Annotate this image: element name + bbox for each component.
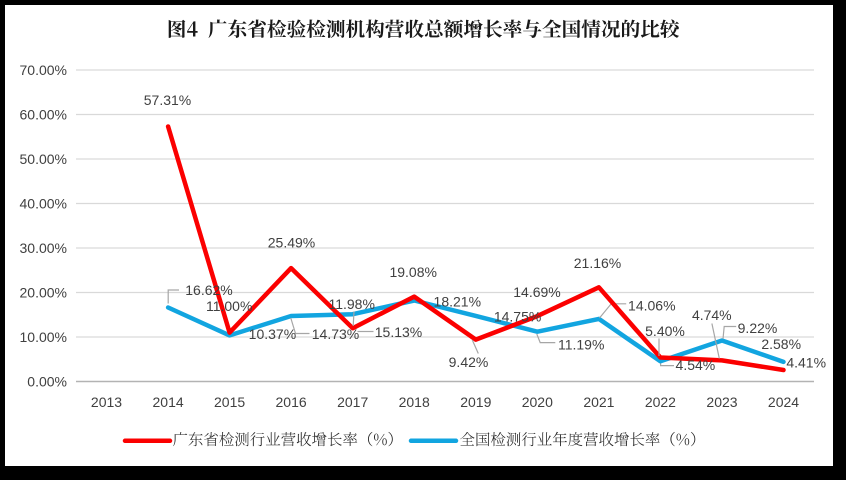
svg-text:18.21%: 18.21% — [434, 294, 481, 310]
svg-text:14.75%: 14.75% — [494, 309, 541, 325]
svg-text:11.98%: 11.98% — [328, 296, 374, 312]
svg-text:5.40%: 5.40% — [645, 323, 685, 339]
svg-text:4.41%: 4.41% — [786, 354, 826, 370]
svg-text:57.31%: 57.31% — [144, 92, 191, 108]
svg-text:2.58%: 2.58% — [761, 336, 801, 352]
svg-text:11.00%: 11.00% — [206, 298, 252, 314]
svg-text:2017: 2017 — [337, 394, 368, 410]
svg-text:60.00%: 60.00% — [20, 107, 67, 123]
svg-text:2024: 2024 — [768, 394, 799, 410]
svg-text:21.16%: 21.16% — [574, 255, 621, 271]
svg-text:2019: 2019 — [460, 394, 491, 410]
svg-text:2018: 2018 — [399, 394, 430, 410]
svg-text:20.00%: 20.00% — [20, 285, 67, 301]
svg-text:70.00%: 70.00% — [20, 62, 67, 78]
svg-text:14.06%: 14.06% — [628, 298, 675, 314]
svg-text:15.13%: 15.13% — [375, 324, 422, 340]
svg-text:11.19%: 11.19% — [558, 336, 604, 352]
svg-text:10.00%: 10.00% — [20, 329, 67, 345]
svg-text:2016: 2016 — [276, 394, 307, 410]
svg-text:2021: 2021 — [583, 394, 614, 410]
svg-text:2020: 2020 — [522, 394, 553, 410]
svg-text:2022: 2022 — [645, 394, 676, 410]
svg-text:14.73%: 14.73% — [312, 326, 359, 342]
svg-text:9.42%: 9.42% — [449, 354, 489, 370]
svg-text:50.00%: 50.00% — [20, 151, 67, 167]
svg-text:4.74%: 4.74% — [692, 307, 732, 323]
svg-text:0.00%: 0.00% — [27, 374, 67, 390]
svg-text:14.69%: 14.69% — [513, 284, 560, 300]
svg-text:10.37%: 10.37% — [249, 326, 296, 342]
svg-text:19.08%: 19.08% — [389, 264, 436, 280]
svg-text:4.54%: 4.54% — [676, 357, 716, 373]
svg-text:2013: 2013 — [91, 394, 122, 410]
svg-text:9.22%: 9.22% — [738, 320, 778, 336]
svg-text:40.00%: 40.00% — [20, 196, 67, 212]
svg-text:25.49%: 25.49% — [268, 234, 315, 250]
svg-text:2014: 2014 — [153, 394, 184, 410]
svg-text:30.00%: 30.00% — [20, 240, 67, 256]
svg-text:2023: 2023 — [706, 394, 737, 410]
svg-text:16.62%: 16.62% — [185, 282, 232, 298]
svg-text:2015: 2015 — [214, 394, 245, 410]
